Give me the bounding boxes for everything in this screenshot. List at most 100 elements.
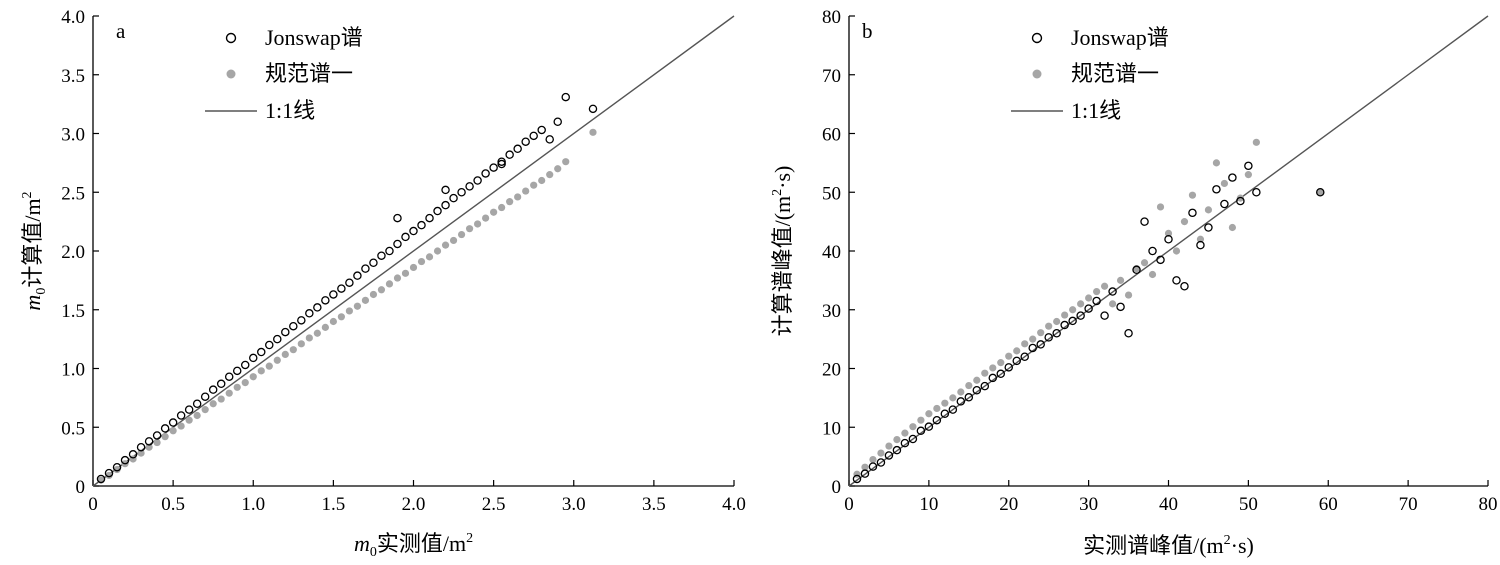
- data-point: [561, 92, 570, 102]
- data-point: [860, 469, 870, 478]
- data-point: [1100, 311, 1109, 320]
- data-point: [385, 246, 394, 256]
- data-point: [240, 360, 250, 370]
- x-axis-label: 实测谱峰值/(m2·s): [1083, 533, 1254, 558]
- data-point: [1180, 281, 1189, 291]
- data-point: [128, 450, 138, 459]
- data-point: [473, 176, 482, 185]
- data-point: [545, 135, 554, 144]
- data-point: [1116, 302, 1125, 312]
- data-point: [425, 213, 434, 223]
- data-point: [1236, 194, 1244, 202]
- x-tick-label: 2.5: [482, 494, 506, 515]
- data-point: [981, 369, 989, 377]
- data-point: [361, 264, 370, 273]
- legend-label-jonswap: Jonswap谱: [1071, 25, 1169, 50]
- legend-label-guifan: 规范谱一: [265, 61, 353, 86]
- data-point: [861, 463, 869, 471]
- data-point: [1084, 304, 1093, 313]
- data-point: [506, 198, 514, 206]
- data-point: [369, 258, 378, 267]
- x-tick-label: 20: [999, 494, 1018, 515]
- x-tick-label: 40: [1159, 494, 1178, 515]
- data-point: [505, 150, 514, 159]
- data-point: [353, 302, 362, 310]
- data-point: [1085, 294, 1093, 302]
- data-point: [433, 247, 442, 255]
- panel-letter: b: [862, 19, 873, 43]
- data-point: [1252, 187, 1261, 197]
- data-point: [1077, 300, 1085, 308]
- data-point: [1188, 191, 1197, 199]
- data-point: [514, 193, 522, 201]
- y-tick-label: 2.0: [61, 242, 85, 263]
- data-point: [877, 449, 885, 457]
- x-tick-label: 0.5: [161, 494, 185, 515]
- data-point: [1069, 306, 1077, 314]
- data-point: [449, 236, 458, 245]
- data-point: [137, 449, 145, 457]
- y-tick-label: 80: [822, 7, 841, 28]
- data-point: [257, 367, 265, 375]
- data-point: [1196, 240, 1205, 250]
- data-point: [1076, 311, 1085, 320]
- data-point: [409, 226, 418, 236]
- data-point: [425, 253, 434, 261]
- data-point: [1004, 363, 1014, 372]
- data-point: [1108, 300, 1117, 308]
- data-point: [1316, 187, 1325, 197]
- y-tick-label: 40: [822, 242, 841, 263]
- data-point: [216, 379, 226, 389]
- x-tick-label: 50: [1239, 494, 1258, 515]
- data-point: [385, 280, 394, 288]
- data-point: [885, 442, 893, 450]
- data-point: [1044, 333, 1053, 342]
- data-point: [965, 381, 973, 390]
- data-point: [973, 376, 981, 384]
- reference-line-1-1: [92, 15, 735, 487]
- data-point: [1124, 328, 1133, 338]
- data-point: [1021, 340, 1029, 348]
- y-tick-label: 3.5: [61, 66, 85, 87]
- data-point: [554, 165, 562, 173]
- data-point: [113, 465, 121, 474]
- data-point: [909, 423, 917, 431]
- data-point: [908, 434, 918, 444]
- data-point: [868, 462, 878, 471]
- data-point: [530, 181, 538, 189]
- data-point: [265, 362, 273, 370]
- data-point: [933, 404, 941, 413]
- data-point: [273, 356, 281, 364]
- data-point: [225, 389, 233, 397]
- data-point: [925, 410, 933, 418]
- data-point: [513, 144, 522, 154]
- data-point: [393, 213, 402, 223]
- data-point: [233, 383, 241, 391]
- data-point: [1156, 255, 1165, 265]
- data-point: [441, 200, 450, 210]
- y-tick-label: 50: [822, 183, 841, 204]
- data-point: [273, 334, 282, 344]
- data-point: [852, 474, 862, 484]
- data-point: [417, 257, 426, 266]
- data-point: [289, 321, 298, 331]
- data-point: [297, 316, 306, 325]
- data-point: [337, 313, 345, 321]
- data-point: [161, 433, 169, 441]
- data-point: [884, 451, 894, 460]
- data-point: [1108, 287, 1117, 296]
- y-axis-label: 计算谱峰值/(m2·s): [770, 166, 795, 337]
- data-point: [465, 182, 474, 191]
- data-point: [1037, 329, 1045, 337]
- data-point: [537, 125, 546, 135]
- data-point: [474, 220, 482, 228]
- legend-marker-guifan: [1032, 69, 1042, 79]
- data-point: [1236, 196, 1245, 206]
- legend-marker-guifan: [226, 69, 236, 79]
- data-point: [1053, 317, 1061, 326]
- data-point: [1092, 296, 1101, 306]
- x-tick-label: 3.5: [642, 494, 666, 515]
- data-point: [249, 373, 257, 381]
